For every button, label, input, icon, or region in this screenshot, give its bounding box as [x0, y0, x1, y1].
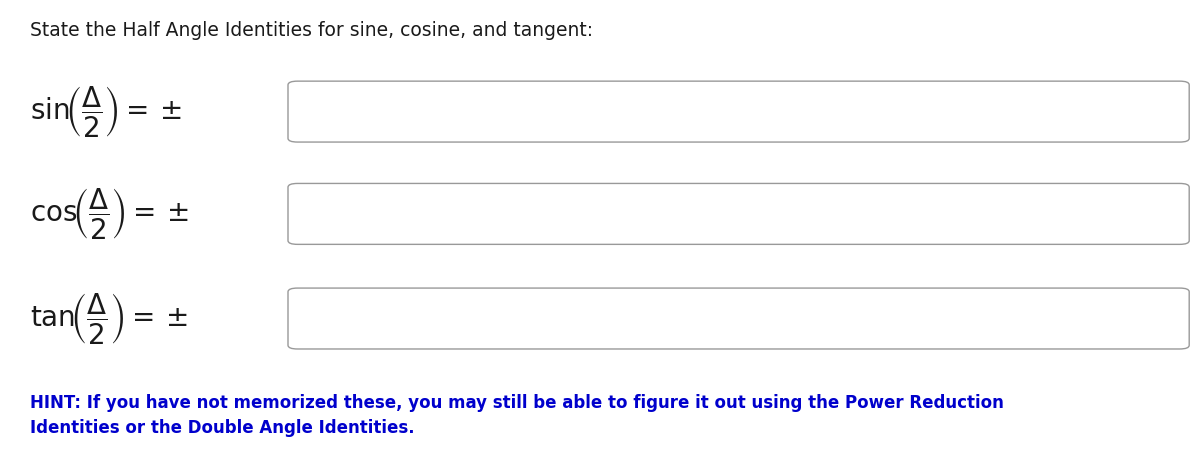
- Text: $\mathrm{tan}\!\left(\dfrac{\Delta}{2}\right) = \pm$: $\mathrm{tan}\!\left(\dfrac{\Delta}{2}\r…: [30, 291, 187, 346]
- Text: Identities or the Double Angle Identities.: Identities or the Double Angle Identitie…: [30, 419, 415, 437]
- Text: $\mathrm{cos}\!\left(\dfrac{\Delta}{2}\right) = \pm$: $\mathrm{cos}\!\left(\dfrac{\Delta}{2}\r…: [30, 186, 188, 241]
- Text: $\mathrm{sin}\!\left(\dfrac{\Delta}{2}\right) = \pm$: $\mathrm{sin}\!\left(\dfrac{\Delta}{2}\r…: [30, 84, 182, 139]
- FancyBboxPatch shape: [288, 81, 1189, 142]
- Text: State the Half Angle Identities for sine, cosine, and tangent:: State the Half Angle Identities for sine…: [30, 21, 593, 40]
- FancyBboxPatch shape: [288, 183, 1189, 245]
- Text: HINT: If you have not memorized these, you may still be able to figure it out us: HINT: If you have not memorized these, y…: [30, 393, 1004, 412]
- FancyBboxPatch shape: [288, 288, 1189, 349]
